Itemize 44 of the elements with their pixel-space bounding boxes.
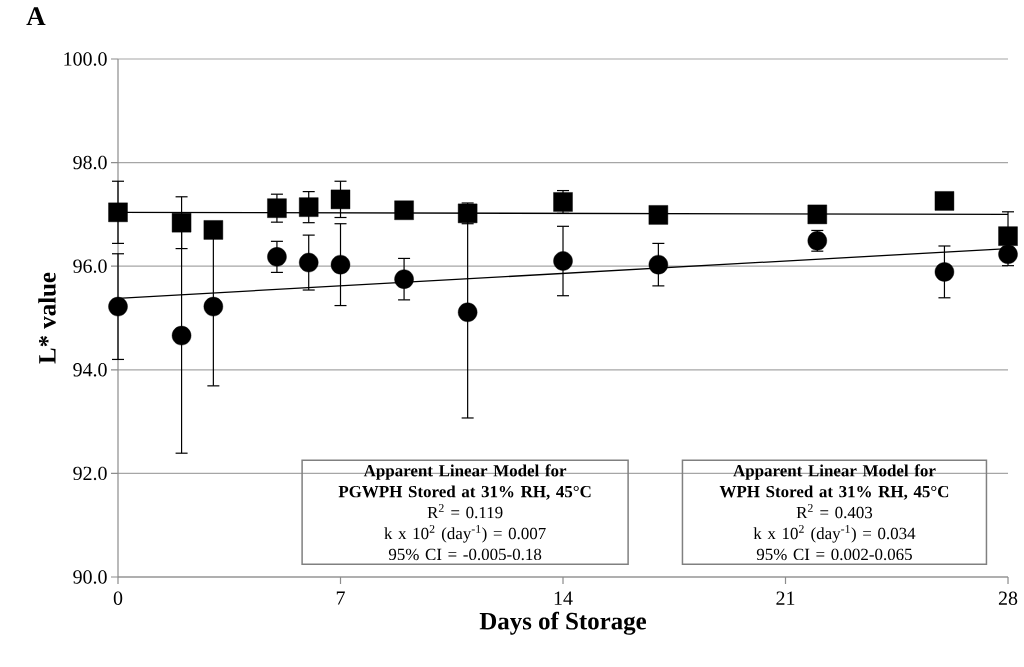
annotation: Apparent Linear Model for WPH Stored at 31% RH, 45°C — [719, 464, 949, 500]
annotation: R$^{2}$ = 0.403 — [796, 503, 873, 519]
y-tick-label: 92.0 — [73, 466, 107, 481]
annotation: k x 10$^{2}$ (day$^{-1}$) = 0.034 — [753, 524, 916, 543]
annotation: 95% CI = -0.005-0.18 — [388, 548, 542, 561]
annotation: 95% CI = 0.002-0.065 — [756, 548, 912, 561]
point — [171, 325, 192, 346]
x-tick-label: 28 — [998, 591, 1018, 605]
annotation: R$^{2}$ = 0.119 — [427, 503, 503, 519]
y-tick-label: 90.0 — [73, 570, 107, 584]
y-tick-label: 98.0 — [73, 155, 107, 170]
x-tick-label: 7 — [336, 591, 345, 605]
annotation: Apparent Linear Model for PGWPH Stored at 31% RH, 45°C — [338, 464, 591, 500]
point — [998, 226, 1018, 246]
y-tick-label: 94.0 — [73, 363, 107, 377]
point — [267, 247, 287, 267]
x-axis-title: Days of Storage — [479, 611, 647, 635]
point — [934, 262, 955, 282]
point — [108, 202, 128, 223]
y-tick-label: 96.0 — [73, 259, 107, 273]
point — [108, 296, 128, 317]
point — [934, 191, 955, 211]
point — [299, 252, 319, 273]
annotation: k x 10$^{2}$ (day$^{-1}$) = 0.007 — [384, 524, 546, 543]
point — [330, 189, 351, 210]
point — [171, 212, 192, 233]
point — [330, 254, 351, 275]
x-tick-label: 0 — [113, 591, 123, 605]
y-axis-title: L* value — [38, 272, 56, 364]
point — [267, 198, 287, 218]
x-tick-label: 14 — [554, 591, 573, 605]
point — [299, 197, 319, 217]
point — [394, 269, 414, 289]
point — [648, 254, 669, 275]
point — [457, 302, 478, 322]
point — [807, 204, 827, 225]
y-tick-label: 100.0 — [64, 52, 107, 66]
point — [203, 220, 224, 240]
x-tick-label: 21 — [776, 591, 795, 605]
point — [394, 200, 414, 220]
chart-title: A — [26, 7, 46, 25]
point — [553, 251, 573, 271]
point — [203, 296, 224, 317]
point — [648, 205, 669, 225]
